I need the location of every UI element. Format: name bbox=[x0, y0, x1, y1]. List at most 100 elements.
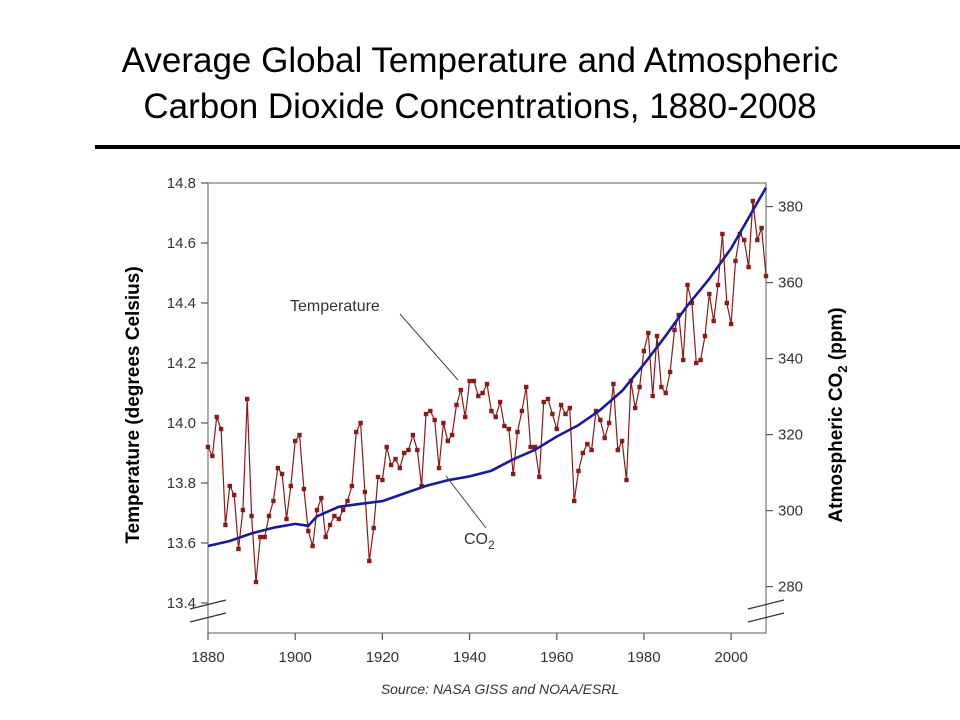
temperature-point-1978 bbox=[633, 405, 638, 411]
temperature-point-1952 bbox=[519, 408, 525, 414]
temperature-point-1901 bbox=[297, 432, 302, 438]
temperature-point-1980 bbox=[641, 348, 647, 354]
temperature-point-1884 bbox=[223, 522, 228, 528]
temperature-point-1970 bbox=[598, 417, 603, 423]
temperature-point-1929 bbox=[419, 483, 424, 489]
temperature-point-1973 bbox=[611, 381, 616, 387]
temperature-point-1966 bbox=[580, 450, 586, 456]
temperature-point-1965 bbox=[576, 468, 581, 474]
temperature-point-1906 bbox=[319, 495, 324, 501]
temperature-point-1931 bbox=[428, 408, 433, 414]
temperature-point-1972 bbox=[606, 420, 612, 426]
y2-axis-title-unit: (ppm) bbox=[826, 307, 847, 365]
temperature-point-1954 bbox=[528, 444, 533, 450]
temperature-point-1991 bbox=[689, 300, 695, 306]
temperature-point-1958 bbox=[545, 396, 551, 402]
temperature-point-1994 bbox=[702, 333, 708, 339]
temperature-point-1967 bbox=[585, 441, 590, 447]
x-tick-label-1940: 1940 bbox=[453, 649, 486, 666]
temperature-point-1989 bbox=[681, 357, 686, 363]
y-tick-label-13.8: 13.8 bbox=[167, 475, 196, 492]
temperature-point-1918 bbox=[371, 525, 376, 531]
temperature-point-1939 bbox=[463, 414, 468, 420]
series-layer bbox=[205, 186, 769, 585]
title-underline bbox=[95, 145, 960, 149]
y2-tick-label-360: 360 bbox=[778, 275, 803, 292]
temperature-point-1950 bbox=[511, 471, 516, 477]
title-line-1: Average Global Temperature and Atmospher… bbox=[121, 41, 839, 80]
co2-line bbox=[207, 186, 768, 548]
temperature-point-1928 bbox=[415, 447, 420, 453]
temperature-point-1923 bbox=[393, 456, 398, 462]
temperature-point-1979 bbox=[637, 384, 642, 390]
temperature-point-1990 bbox=[685, 282, 690, 288]
temperature-point-1898 bbox=[284, 516, 289, 522]
temperature-point-1919 bbox=[375, 474, 381, 480]
temperature-point-1982 bbox=[650, 393, 655, 399]
temperature-point-1915 bbox=[358, 420, 363, 426]
temperature-point-1895 bbox=[271, 498, 276, 504]
y-axis-right: 280 300 320 340 360 380 bbox=[766, 199, 803, 596]
temperature-point-1940 bbox=[467, 378, 472, 384]
temperature-point-1926 bbox=[406, 447, 411, 453]
temperature-point-1993 bbox=[698, 357, 703, 363]
temperature-point-1903 bbox=[306, 528, 311, 534]
temperature-point-1975 bbox=[619, 438, 625, 444]
temperature-point-1971 bbox=[602, 435, 607, 441]
y-tick-label-14.0: 14.0 bbox=[167, 415, 196, 432]
y-tick-label-14.8: 14.8 bbox=[167, 175, 196, 192]
temperature-point-1889 bbox=[245, 396, 250, 402]
temperature-point-2000 bbox=[728, 321, 734, 327]
temperature-point-1945 bbox=[489, 408, 494, 414]
temperature-point-1957 bbox=[541, 399, 546, 405]
temperature-point-1883 bbox=[218, 426, 224, 432]
y2-tick-label-380: 380 bbox=[778, 199, 803, 216]
temperature-point-1930 bbox=[423, 411, 429, 417]
page-title: Average Global Temperature and Atmospher… bbox=[0, 38, 960, 130]
y2-tick-label-320: 320 bbox=[778, 427, 803, 444]
temperature-point-1963 bbox=[567, 405, 572, 411]
y-axis-title: Temperature (degrees Celsius) bbox=[123, 266, 144, 543]
temperature-point-1960 bbox=[554, 426, 559, 432]
temperature-point-1996 bbox=[711, 318, 716, 324]
temperature-point-1999 bbox=[724, 300, 729, 306]
axis-break-right-2 bbox=[747, 612, 785, 623]
x-tick-label-1920: 1920 bbox=[366, 649, 399, 666]
temperature-point-1910 bbox=[336, 516, 341, 522]
y-tick-label-14.2: 14.2 bbox=[167, 355, 196, 372]
temperature-point-1888 bbox=[240, 507, 246, 513]
temperature-point-1949 bbox=[506, 426, 511, 432]
temperature-point-1924 bbox=[397, 465, 402, 471]
plot-area bbox=[207, 182, 767, 634]
y2-tick-label-340: 340 bbox=[778, 351, 803, 368]
temperature-point-1974 bbox=[615, 447, 620, 453]
source-note: Source: NASA GISS and NOAA/ESRL bbox=[381, 681, 619, 697]
temperature-point-1987 bbox=[672, 327, 677, 333]
temperature-point-1942 bbox=[476, 393, 481, 399]
temperature-point-1962 bbox=[563, 411, 568, 417]
temperature-point-1881 bbox=[210, 453, 215, 459]
temperature-point-1897 bbox=[279, 471, 285, 477]
temperature-point-1953 bbox=[524, 384, 529, 390]
temperature-point-1882 bbox=[214, 414, 219, 420]
co2-label-leader bbox=[445, 475, 487, 529]
temperature-point-2006 bbox=[755, 237, 760, 243]
temperature-point-2005 bbox=[750, 198, 756, 204]
temperature-point-2007 bbox=[759, 225, 764, 231]
temperature-point-1992 bbox=[694, 360, 699, 366]
temperature-point-1985 bbox=[663, 390, 668, 396]
temperature-point-1920 bbox=[380, 477, 385, 483]
temperature-point-1959 bbox=[550, 411, 555, 417]
co2-label-sub: 2 bbox=[488, 538, 495, 552]
x-tick-label-1900: 1900 bbox=[279, 649, 312, 666]
temperature-point-1961 bbox=[558, 402, 564, 408]
temperature-point-2004 bbox=[746, 264, 751, 270]
temperature-point-1981 bbox=[646, 330, 651, 336]
temperature-point-2003 bbox=[742, 237, 747, 243]
temperature-point-1894 bbox=[266, 513, 272, 519]
temperature-label-leader bbox=[399, 313, 459, 381]
temperature-point-1905 bbox=[314, 507, 320, 513]
temperature-point-1885 bbox=[227, 483, 232, 489]
temperature-point-1925 bbox=[402, 450, 407, 456]
